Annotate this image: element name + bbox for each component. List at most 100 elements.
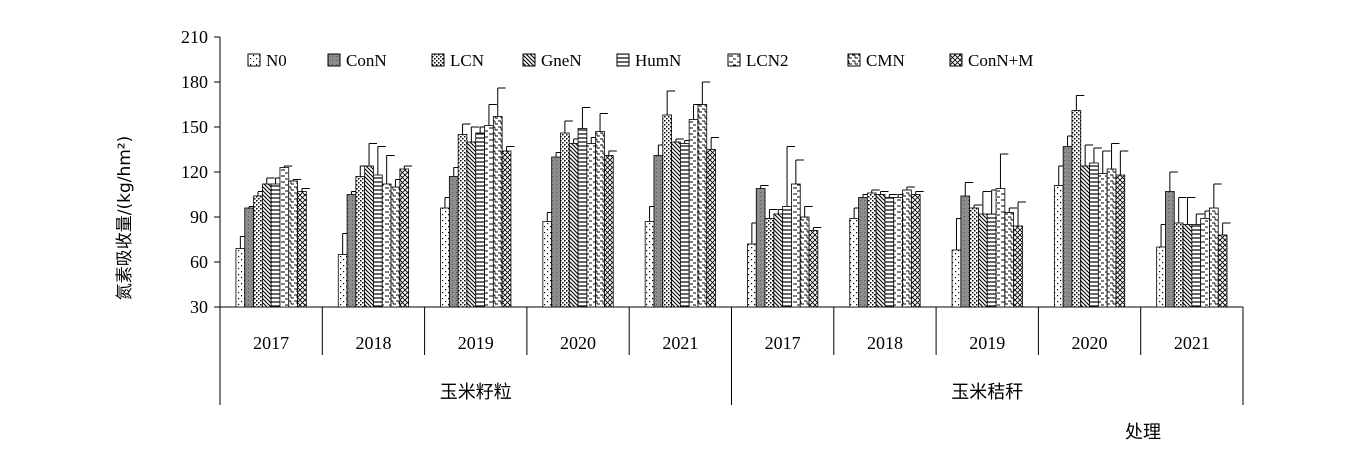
legend-label: LCN2 [746,51,789,70]
bar [697,104,708,308]
bar [978,213,988,308]
bar [542,221,553,308]
bar [457,134,468,308]
legend-swatch [327,53,341,67]
bar [1191,224,1202,308]
bar [986,213,997,308]
legend-label: CMN [866,51,905,70]
bar [551,156,561,308]
bar [688,119,699,308]
bar [791,183,801,308]
bar [995,188,1006,308]
bar [969,207,979,308]
bar [560,132,570,308]
bar [1209,207,1219,308]
bar [679,143,690,308]
x-tick-label: 2019 [969,333,1005,353]
y-tick-label: 120 [181,162,208,182]
bar [1071,110,1082,308]
x-tick-label: 2018 [355,333,391,353]
bar [1165,191,1175,308]
legend: N0 ConN LCN GneN HumN LCN2 CMN ConN+M [247,51,1033,70]
bar [577,128,588,308]
group-label: 玉米籽粒 [440,382,512,403]
y-tick-label: 210 [181,27,208,47]
bar [261,183,272,308]
bar [568,143,579,308]
bar [399,168,410,308]
y-tick-label: 60 [190,252,208,272]
bar [782,206,792,308]
bar [1004,212,1015,308]
legend-swatch [727,53,741,67]
bar [866,192,877,308]
x-tick-label: 2021 [662,333,698,353]
legend-swatch [522,53,536,67]
bar [1106,168,1117,308]
bar [644,221,655,308]
bar [858,197,868,308]
bar [1062,146,1073,308]
bar [586,143,597,308]
bar [902,189,912,308]
bar [960,195,971,308]
legend-swatch [616,53,630,67]
x-tick-label: 2019 [458,333,494,353]
bar [492,116,503,308]
bar [706,149,716,308]
legend-swatch [431,53,445,67]
legend-label: HumN [635,51,681,70]
x-tick-label: 2020 [560,333,596,353]
x-tick-label: 2017 [765,333,801,353]
bar [671,141,681,308]
bar [288,180,298,308]
bar [244,207,254,308]
legend-label: GneN [541,51,582,70]
bar [875,194,886,308]
bar [595,131,605,308]
x-tick-label: 2017 [253,333,289,353]
bar [893,197,903,308]
legend-label: ConN+M [968,51,1033,70]
bar [1156,246,1166,308]
bar [364,165,374,308]
bar [1182,224,1193,308]
bar [297,191,307,308]
x-tick-label: 2021 [1174,333,1210,353]
bar [1053,185,1064,308]
bar [1097,173,1108,308]
bar [253,195,263,308]
bar [346,194,357,308]
bar [849,218,859,308]
x-tick-label: 2020 [1072,333,1108,353]
bar [373,174,383,308]
y-axis-label: 氮素吸收量/(kg/hm²) [115,136,135,301]
bar [448,176,459,308]
x-axis-label: 处理 [1125,422,1161,443]
bar [662,114,672,308]
bar [773,213,784,308]
x-tick-label: 2018 [867,333,903,353]
bar [951,249,962,308]
bar [440,207,450,308]
y-tick-label: 30 [190,297,208,317]
bar [1013,225,1023,308]
bar [475,132,485,308]
bar [1080,165,1090,308]
group-label: 玉米秸秆 [951,382,1023,403]
bars [235,81,1231,308]
axes: 30 60 90 120 150 180 210 2017 2018 2019 2020 2021 20… [181,27,1244,405]
bar [764,218,775,308]
bar [381,183,392,308]
bar [884,197,895,308]
bar [466,141,477,308]
bar [910,194,921,308]
legend-swatch [847,53,861,67]
bar [747,243,757,308]
bar [235,248,246,308]
bar [1089,162,1099,308]
bar [1115,174,1126,308]
bar [604,155,614,308]
y-tick-label: 150 [181,117,208,137]
